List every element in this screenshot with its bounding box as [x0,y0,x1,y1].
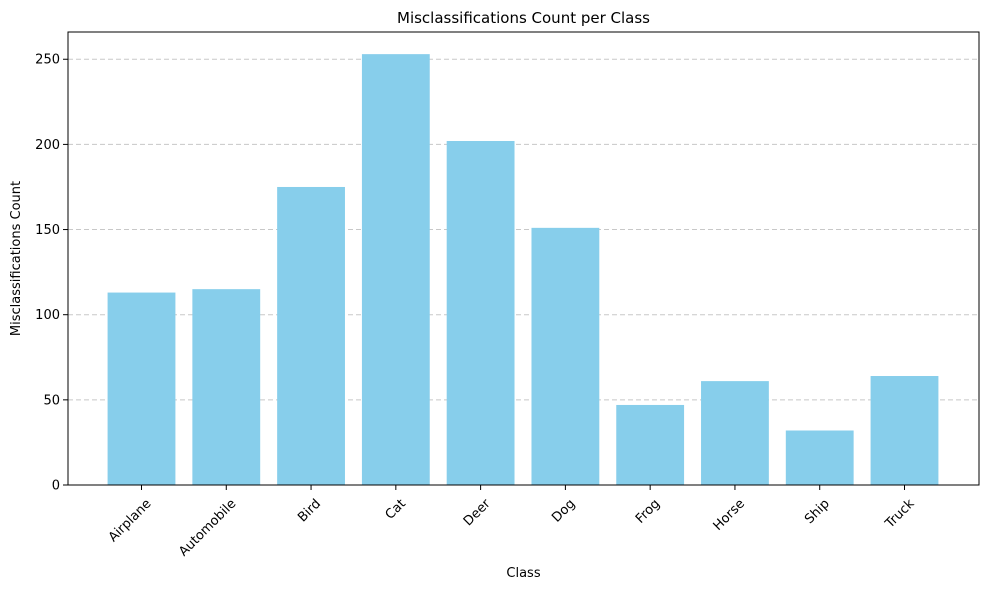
bar-deer [446,140,515,485]
plot-frame [67,31,980,486]
x-tick-label-airplane: Airplane [106,496,155,545]
x-axis-ticks: Airplane Automobile Bird Cat Deer Dog Frog Hors… [106,485,918,560]
y-tick-label: 100 [35,308,60,323]
y-axis-ticks: 0 50 100 150 200 250 [35,53,68,494]
x-tick-label-truck: Truck [882,496,918,532]
bar-horse [701,381,769,485]
y-tick-label: 50 [43,393,60,408]
y-tick-label: 250 [35,53,60,68]
x-tick-label-deer: Deer [461,496,494,529]
x-tick-label-automobile: Automobile [176,496,239,559]
y-tick-label: 200 [35,138,60,153]
chart-title: Misclassifications Count per Class [397,9,650,27]
bar-cat [361,54,430,485]
x-tick-label-bird: Bird [295,496,324,525]
x-tick-label-horse: Horse [711,496,748,533]
x-axis-label: Class [506,566,540,581]
bar-bird [277,186,345,485]
y-tick-label: 150 [35,223,60,238]
bars [107,54,939,485]
bar-ship [785,430,854,485]
bar-automobile [192,289,261,485]
bar-dog [531,227,600,485]
bar-truck [870,376,939,485]
y-tick-label: 0 [52,479,60,494]
x-tick-label-ship: Ship [802,496,833,527]
x-tick-label-frog: Frog [633,496,663,526]
bar-frog [616,404,685,485]
y-axis-label: Misclassifications Count [9,181,24,336]
x-tick-label-cat: Cat [383,496,409,522]
bar-airplane [107,292,176,485]
x-tick-label-dog: Dog [549,496,578,525]
